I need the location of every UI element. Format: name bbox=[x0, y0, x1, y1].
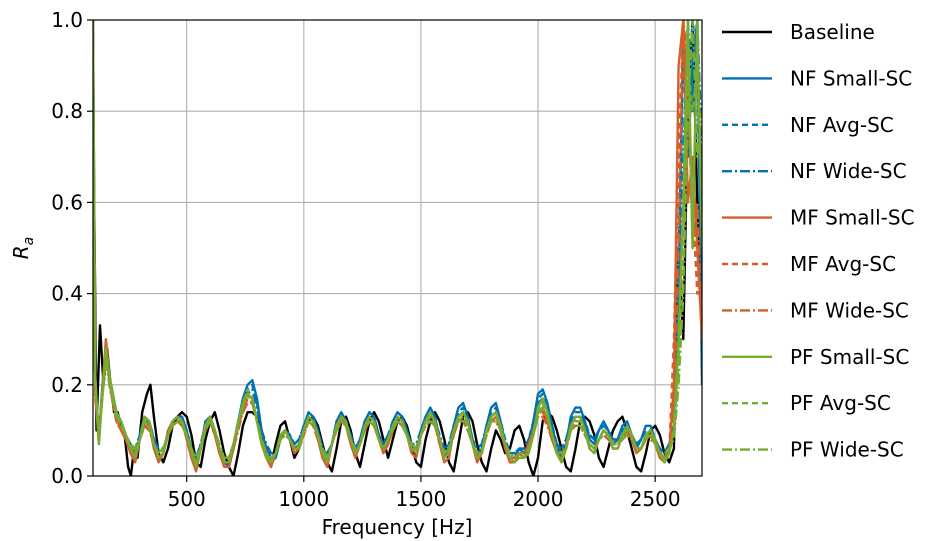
y-tick-label: 0.4 bbox=[51, 282, 83, 306]
legend-label: PF Small-SC bbox=[790, 345, 909, 369]
y-tick-label: 0.2 bbox=[51, 373, 83, 397]
series-line-pf-wide-sc bbox=[93, 20, 702, 459]
legend-label: NF Avg-SC bbox=[790, 113, 894, 137]
plot-background bbox=[93, 20, 702, 476]
legend-label: NF Wide-SC bbox=[790, 159, 907, 183]
x-tick-label: 2500 bbox=[630, 487, 681, 511]
legend-label: MF Small-SC bbox=[790, 206, 915, 230]
x-axis-label: Frequency [Hz] bbox=[322, 515, 473, 539]
y-tick-label: 0.6 bbox=[51, 190, 83, 214]
ticks: 500 1000 1500 2000 2500 0.0 0.2 0.4 0.6 0.8 1.0 bbox=[51, 8, 680, 511]
series-layer bbox=[93, 20, 702, 476]
x-tick-label: 1000 bbox=[278, 487, 329, 511]
legend-label: MF Wide-SC bbox=[790, 298, 909, 322]
legend-label: PF Wide-SC bbox=[790, 438, 904, 462]
y-axis-label-sub: a bbox=[21, 237, 37, 246]
x-tick-label: 1500 bbox=[395, 487, 446, 511]
legend: Baseline NF Small-SC NF Avg-SC NF Wide-SC MF… bbox=[722, 20, 915, 462]
legend-label: PF Avg-SC bbox=[790, 391, 891, 415]
legend-label: NF Small-SC bbox=[790, 66, 912, 90]
legend-label: Baseline bbox=[790, 20, 875, 44]
y-axis-label-base: R bbox=[9, 245, 33, 259]
y-tick-label: 0.0 bbox=[51, 464, 83, 488]
x-tick-label: 2000 bbox=[513, 487, 564, 511]
legend-label: MF Avg-SC bbox=[790, 252, 896, 276]
plot-frame bbox=[92, 19, 703, 477]
y-tick-label: 1.0 bbox=[51, 8, 83, 32]
y-axis-label: Ra bbox=[9, 237, 37, 260]
y-tick-label: 0.8 bbox=[51, 99, 83, 123]
x-tick-label: 500 bbox=[168, 487, 206, 511]
